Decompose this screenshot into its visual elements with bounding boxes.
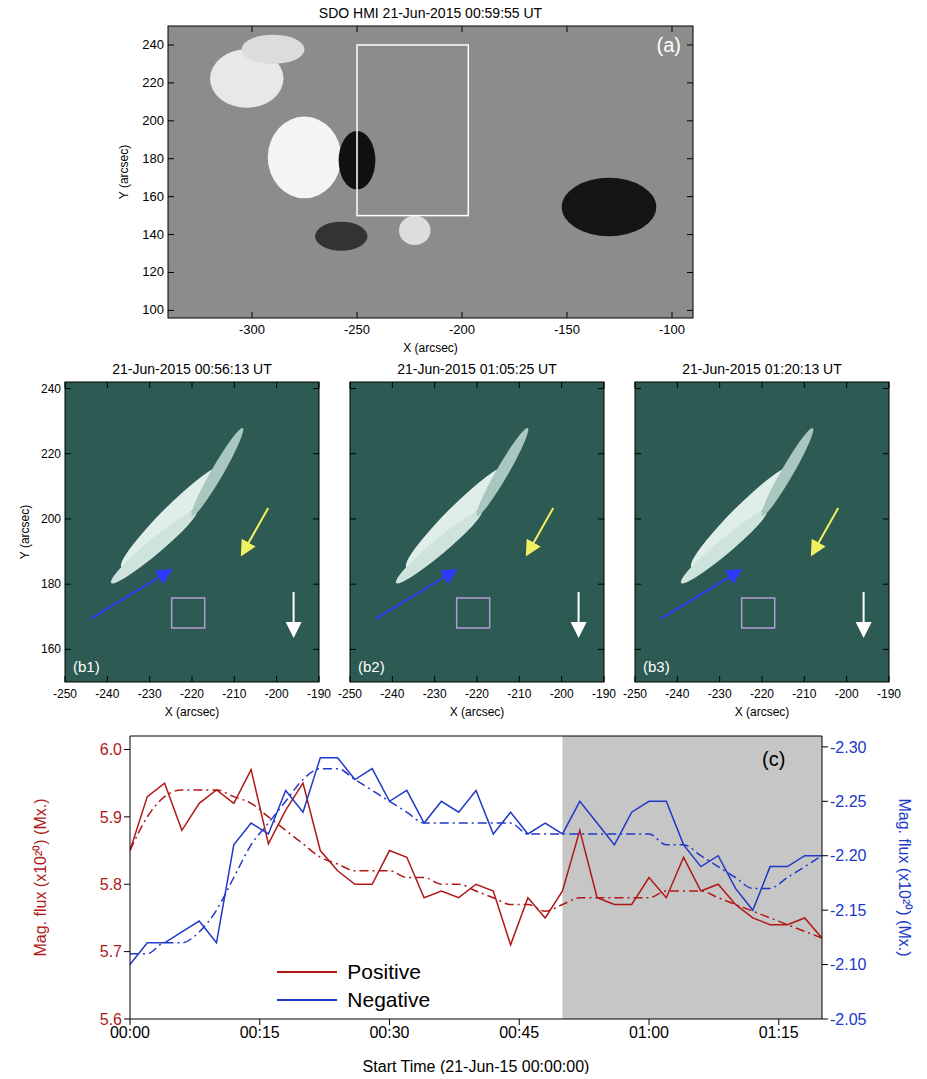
- svg-text:X (arcsec): X (arcsec): [403, 341, 458, 355]
- svg-text:-190: -190: [877, 687, 901, 701]
- svg-text:Mag. flux (x10²⁰) (Mx.): Mag. flux (x10²⁰) (Mx.): [896, 798, 913, 956]
- svg-text:21-Jun-2015 00:56:13 UT: 21-Jun-2015 00:56:13 UT: [112, 361, 272, 377]
- svg-text:100: 100: [142, 302, 164, 317]
- svg-text:-210: -210: [222, 687, 246, 701]
- html-text:Negative: Negative: [347, 988, 431, 1011]
- svg-text:140: 140: [142, 227, 164, 242]
- svg-text:120: 120: [142, 264, 164, 279]
- svg-text:5.8: 5.8: [100, 876, 122, 893]
- svg-text:-100: -100: [659, 322, 685, 337]
- svg-text:-230: -230: [708, 687, 732, 701]
- svg-text:160: 160: [142, 189, 164, 204]
- svg-text:-240: -240: [665, 687, 689, 701]
- svg-text:00:00: 00:00: [110, 1024, 150, 1042]
- svg-text:5.7: 5.7: [100, 943, 122, 960]
- svg-text:-2.05: -2.05: [830, 1011, 867, 1028]
- svg-text:200: 200: [142, 113, 164, 128]
- svg-text:00:45: 00:45: [499, 1024, 539, 1041]
- svg-text:Mag. flux (x10²⁰) (Mx.): Mag. flux (x10²⁰) (Mx.): [32, 798, 49, 956]
- svg-text:5.9: 5.9: [100, 809, 122, 826]
- svg-text:(b1): (b1): [73, 658, 100, 675]
- svg-text:Start Time (21-Jun-15 00:00:00: Start Time (21-Jun-15 00:00:00): [363, 1058, 590, 1074]
- svg-text:-2.25: -2.25: [830, 793, 867, 810]
- svg-text:-190: -190: [307, 687, 331, 701]
- svg-text:01:15: 01:15: [759, 1024, 799, 1041]
- svg-text:180: 180: [142, 151, 164, 166]
- svg-text:240: 240: [142, 37, 164, 52]
- svg-text:160: 160: [41, 642, 61, 656]
- svg-text:200: 200: [41, 512, 61, 526]
- svg-text:-230: -230: [423, 687, 447, 701]
- svg-text:-240: -240: [95, 687, 119, 701]
- svg-text:220: 220: [142, 75, 164, 90]
- svg-text:(b2): (b2): [358, 658, 385, 675]
- svg-text:-250: -250: [623, 687, 647, 701]
- svg-text:Y (arcsec): Y (arcsec): [117, 145, 131, 199]
- svg-text:-190: -190: [592, 687, 616, 701]
- svg-text:-2.30: -2.30: [830, 739, 867, 756]
- svg-text:21-Jun-2015 01:20:13 UT: 21-Jun-2015 01:20:13 UT: [682, 361, 842, 377]
- svg-text:-2.20: -2.20: [830, 847, 867, 864]
- svg-text:6.0: 6.0: [100, 741, 122, 758]
- svg-text:240: 240: [41, 382, 61, 396]
- svg-text:5.6: 5.6: [100, 1011, 122, 1028]
- svg-text:-250: -250: [338, 687, 362, 701]
- svg-text:(a): (a): [657, 34, 681, 56]
- svg-text:00:15: 00:15: [240, 1024, 280, 1041]
- svg-text:-210: -210: [792, 687, 816, 701]
- svg-text:-150: -150: [554, 322, 580, 337]
- html-text:Positive: Positive: [347, 960, 421, 983]
- svg-text:X (arcsec): X (arcsec): [165, 705, 220, 719]
- svg-text:-210: -210: [507, 687, 531, 701]
- svg-text:-2.10: -2.10: [830, 956, 867, 973]
- svg-text:-300: -300: [239, 322, 265, 337]
- svg-text:-220: -220: [750, 687, 774, 701]
- svg-text:-200: -200: [550, 687, 574, 701]
- svg-text:220: 220: [41, 447, 61, 461]
- svg-text:-220: -220: [180, 687, 204, 701]
- svg-text:-250: -250: [344, 322, 370, 337]
- svg-text:-200: -200: [449, 322, 475, 337]
- html-text:(c): (c): [762, 748, 786, 770]
- svg-text:01:00: 01:00: [629, 1024, 669, 1041]
- svg-text:X (arcsec): X (arcsec): [450, 705, 505, 719]
- svg-text:-200: -200: [265, 687, 289, 701]
- svg-text:00:30: 00:30: [369, 1024, 409, 1041]
- svg-text:-250: -250: [53, 687, 77, 701]
- svg-text:-230: -230: [138, 687, 162, 701]
- svg-text:-220: -220: [465, 687, 489, 701]
- svg-text:SDO HMI 21-Jun-2015 00:59:55 U: SDO HMI 21-Jun-2015 00:59:55 UT: [319, 5, 543, 21]
- svg-text:X (arcsec): X (arcsec): [735, 705, 790, 719]
- svg-text:180: 180: [41, 577, 61, 591]
- svg-text:21-Jun-2015 01:05:25 UT: 21-Jun-2015 01:05:25 UT: [397, 361, 557, 377]
- svg-text:-2.15: -2.15: [830, 902, 867, 919]
- svg-text:(b3): (b3): [643, 658, 670, 675]
- svg-text:-240: -240: [380, 687, 404, 701]
- svg-text:-200: -200: [835, 687, 859, 701]
- svg-text:Y (arcsec): Y (arcsec): [18, 505, 32, 559]
